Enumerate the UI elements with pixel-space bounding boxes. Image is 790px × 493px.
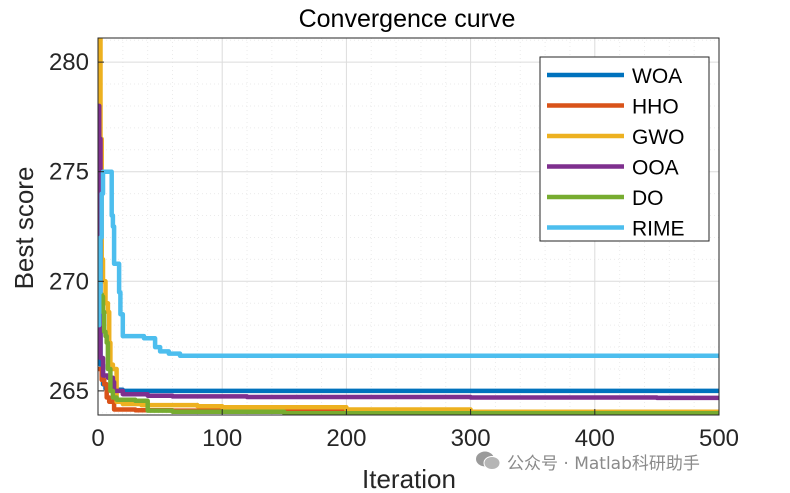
legend-label-do: DO: [632, 187, 664, 210]
series-line-ooa: [98, 103, 719, 401]
x-tick-label: 200: [326, 425, 366, 452]
legend-label-woa: WOA: [632, 65, 682, 88]
watermark: 公众号 · Matlab科研助手: [475, 448, 700, 474]
x-tick-label: 400: [575, 425, 615, 452]
series-line-woa: [98, 213, 719, 394]
series-layer: [98, 38, 719, 415]
y-axis-label: Best score: [9, 167, 39, 290]
x-tick-label: 500: [699, 425, 739, 452]
wechat-icon: [476, 451, 501, 470]
x-tick-label: 300: [451, 425, 491, 452]
y-tick-label: 280: [49, 49, 89, 76]
legend-label-gwo: GWO: [632, 126, 685, 149]
x-tick-label: 0: [91, 425, 104, 452]
legend-box: [539, 56, 710, 242]
ticks-layer: 0 100 200 300 400 500 265 270 275 280: [49, 49, 739, 452]
x-axis-label: Iteration: [362, 464, 456, 493]
x-tick-label: 100: [202, 425, 242, 452]
y-tick-label: 270: [49, 268, 89, 295]
y-tick-label: 265: [49, 378, 89, 405]
chart-title: Convergence curve: [299, 5, 516, 33]
legend-label-hho: HHO: [632, 96, 679, 119]
legend-label-ooa: OOA: [632, 157, 679, 180]
series-line-do: [98, 287, 719, 415]
plot-frame: [97, 37, 720, 416]
series-line-rime: [98, 169, 719, 359]
y-tick-label: 275: [49, 159, 89, 186]
legend: WOA HHO GWO OOA DO RIME: [539, 56, 710, 242]
watermark-text: 公众号 · Matlab科研助手: [507, 453, 700, 474]
legend-label-rime: RIME: [632, 218, 685, 241]
